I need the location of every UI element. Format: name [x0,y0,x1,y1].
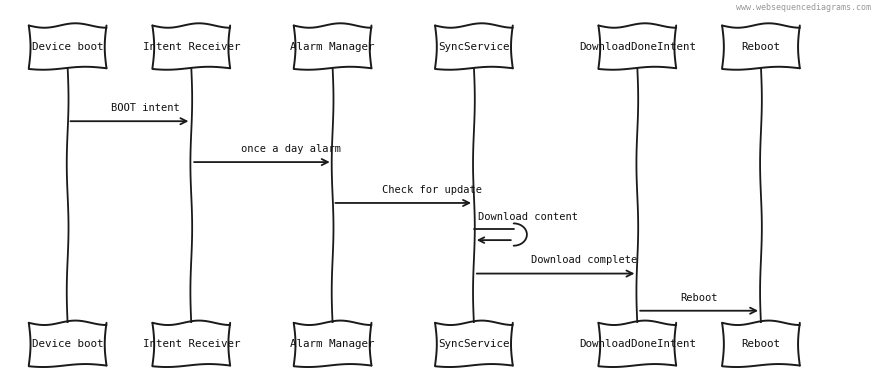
Text: www.websequencediagrams.com: www.websequencediagrams.com [736,3,871,12]
Polygon shape [28,25,106,68]
Text: Intent Receiver: Intent Receiver [143,339,240,349]
Text: DownloadDoneIntent: DownloadDoneIntent [579,339,696,349]
Polygon shape [152,25,230,68]
Text: SyncService: SyncService [439,42,509,52]
Text: Intent Receiver: Intent Receiver [143,42,240,52]
Polygon shape [722,25,800,68]
Text: Check for update: Check for update [382,185,482,195]
Text: Download complete: Download complete [531,255,637,265]
Polygon shape [152,323,230,365]
Polygon shape [294,323,371,365]
Text: Device boot: Device boot [32,339,104,349]
Text: once a day alarm: once a day alarm [241,144,341,154]
Text: Alarm Manager: Alarm Manager [291,42,375,52]
Text: Download content: Download content [478,212,579,222]
Text: SyncService: SyncService [439,339,509,349]
Polygon shape [28,323,106,365]
Polygon shape [722,323,800,365]
Text: Reboot: Reboot [742,42,781,52]
Text: Alarm Manager: Alarm Manager [291,339,375,349]
Text: Reboot: Reboot [742,339,781,349]
Polygon shape [598,25,676,68]
Polygon shape [598,323,676,365]
Polygon shape [435,25,513,68]
Text: DownloadDoneIntent: DownloadDoneIntent [579,42,696,52]
Text: Reboot: Reboot [680,293,718,302]
Polygon shape [294,25,371,68]
Text: BOOT intent: BOOT intent [111,103,180,113]
Polygon shape [435,323,513,365]
Text: Device boot: Device boot [32,42,104,52]
